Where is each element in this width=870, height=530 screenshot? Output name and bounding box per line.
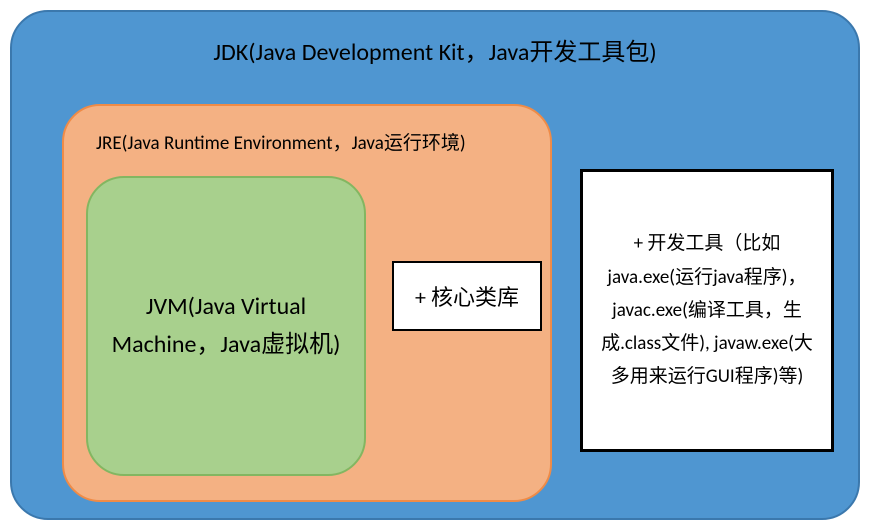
jvm-container: JVM(Java Virtual Machine，Java虚拟机): [86, 176, 366, 476]
jre-container: JRE(Java Runtime Environment，Java运行环境) J…: [62, 104, 552, 502]
jre-title: JRE(Java Runtime Environment，Java运行环境): [96, 128, 466, 155]
core-library-box: + 核心类库: [392, 261, 542, 331]
jdk-title: JDK(Java Development Kit，Java开发工具包): [12, 32, 858, 67]
core-library-text: + 核心类库: [415, 280, 519, 312]
dev-tools-text: + 开发工具（比如java.exe(运行java程序)，javac.exe(编译…: [595, 227, 819, 393]
jdk-container: JDK(Java Development Kit，Java开发工具包) JRE(…: [10, 10, 860, 520]
jvm-text: JVM(Java Virtual Machine，Java虚拟机): [108, 288, 344, 365]
dev-tools-box: + 开发工具（比如java.exe(运行java程序)，javac.exe(编译…: [580, 169, 834, 452]
